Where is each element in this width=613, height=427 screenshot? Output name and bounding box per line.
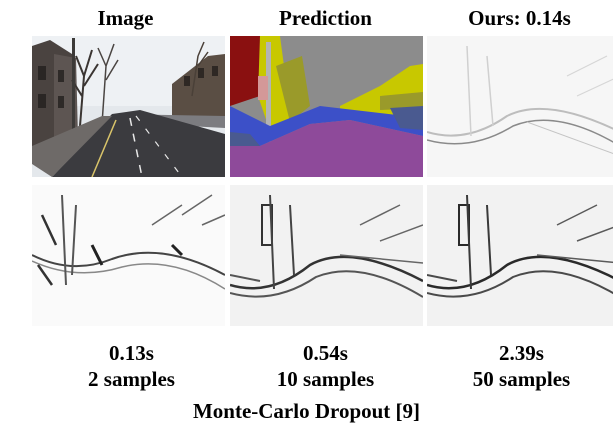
header-prediction: Prediction: [279, 6, 372, 30]
uncertainty-dropout-50-samples: [427, 185, 613, 326]
caption-time: 0.13s: [109, 341, 154, 365]
caption-50-samples: 2.39s 50 samples: [425, 340, 613, 392]
caption-time: 2.39s: [499, 341, 544, 365]
uncertainty-dropout-10-samples: [230, 185, 423, 326]
uncertainty-dropout-2-samples: [32, 185, 225, 326]
caption-samples: 10 samples: [276, 367, 375, 391]
uncertainty-ours: [427, 36, 613, 177]
caption-2-samples: 0.13s 2 samples: [35, 340, 228, 392]
footer-caption: Monte-Carlo Dropout [9]: [192, 399, 421, 423]
street-image: [32, 36, 225, 177]
caption-time: 0.54s: [303, 341, 348, 365]
header-ours: Ours: 0.14s: [468, 6, 571, 30]
caption-samples: 2 samples: [88, 367, 175, 391]
caption-samples: 50 samples: [472, 367, 571, 391]
caption-10-samples: 0.54s 10 samples: [229, 340, 422, 392]
prediction-segmentation: [230, 36, 423, 177]
header-image: Image: [97, 6, 154, 30]
